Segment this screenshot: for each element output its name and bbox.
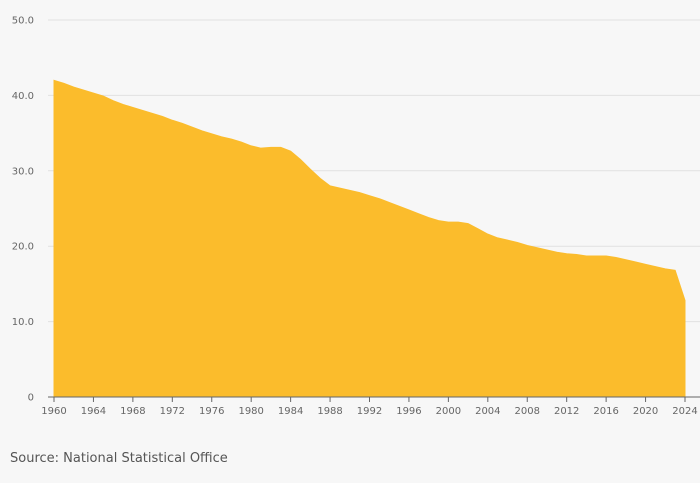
x-tick-label: 2004 xyxy=(475,406,500,417)
x-tick-label: 2012 xyxy=(554,406,579,417)
x-tick-label: 1992 xyxy=(357,406,382,417)
x-tick-label: 2000 xyxy=(436,406,461,417)
x-tick-label: 2016 xyxy=(593,406,618,417)
y-tick-label: 30.0 xyxy=(12,166,34,177)
y-tick-label: 0 xyxy=(28,393,34,404)
x-tick-label: 1984 xyxy=(278,406,303,417)
y-tick-label: 10.0 xyxy=(12,317,34,328)
y-tick-label: 20.0 xyxy=(12,242,34,253)
x-tick-labels: 1960 1964 1968 1972 1976 1980 1984 1988 1992 1996… xyxy=(41,406,697,417)
axes xyxy=(48,396,700,402)
chart-area: 0 10.0 20.0 30.0 40.0 50.0 1960 1964 1968 1972 19… xyxy=(12,16,700,417)
x-tick-label: 1960 xyxy=(41,406,66,417)
y-tick-label: 40.0 xyxy=(12,91,34,102)
x-tick-label: 1972 xyxy=(160,406,185,417)
x-tick-label: 1968 xyxy=(120,406,145,417)
x-tick-label: 1988 xyxy=(317,406,342,417)
x-tick-label: 1964 xyxy=(81,406,106,417)
y-tick-label: 50.0 xyxy=(12,16,34,27)
x-tick-label: 1976 xyxy=(199,406,224,417)
source-note: Source: National Statistical Office xyxy=(10,451,228,466)
area-series-fill xyxy=(53,79,686,398)
x-tick-label: 2024 xyxy=(672,406,697,417)
x-tick-label: 1996 xyxy=(396,406,421,417)
area-series xyxy=(53,79,686,398)
y-tick-labels: 0 10.0 20.0 30.0 40.0 50.0 xyxy=(12,16,34,404)
x-tick-label: 2008 xyxy=(515,406,540,417)
x-tick-label: 1980 xyxy=(238,406,263,417)
area-chart: 010.020.030.040.050.0 1960 1964 1968 1972 19… xyxy=(12,16,700,417)
x-tick-label: 2020 xyxy=(633,406,658,417)
